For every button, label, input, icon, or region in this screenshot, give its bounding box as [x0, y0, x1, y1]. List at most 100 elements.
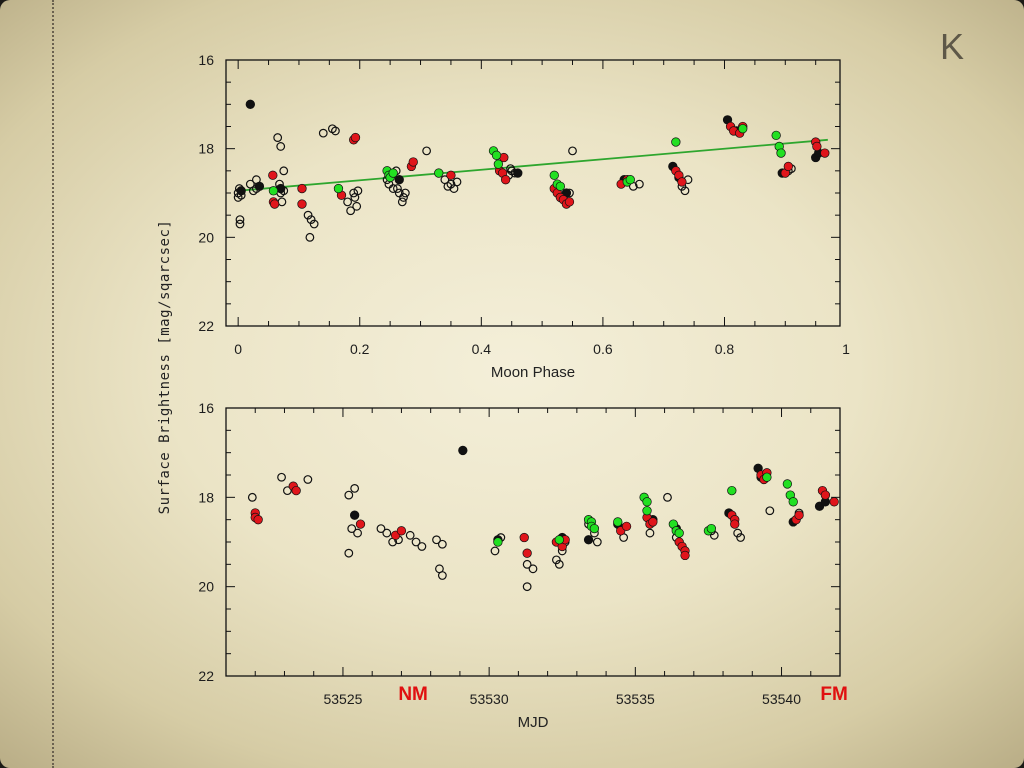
data-point-open-black	[437, 571, 447, 580]
corner-letter: K	[940, 26, 965, 67]
data-point-open-black	[522, 582, 532, 592]
fit-line	[238, 138, 828, 192]
y-tick-label: 16	[198, 400, 214, 416]
data-point-red	[355, 519, 366, 529]
chart-panel-bottom: 16 18 20 22 53525 53530 53535 53540 MJD NM FM	[198, 400, 847, 731]
data-point-open-black	[353, 528, 362, 538]
data-point-green	[671, 137, 681, 147]
x-tick-label: 53530	[470, 691, 509, 707]
data-point-open-black	[399, 193, 408, 202]
data-point-open-black	[452, 177, 462, 187]
data-point-open-black	[437, 539, 447, 549]
data-point-open-black	[663, 492, 672, 502]
data-point-open-black	[303, 210, 313, 220]
data-point-open-black	[283, 486, 292, 496]
data-point-open-black	[318, 128, 328, 138]
annotation-nm: NM	[398, 684, 428, 705]
data-point-open-black	[247, 492, 257, 502]
data-point-green	[674, 528, 684, 538]
y-tick-label: 18	[198, 489, 214, 505]
data-point-open-black	[305, 232, 315, 242]
data-point-open-black	[382, 528, 392, 538]
data-point-red	[794, 510, 804, 520]
x-tick-label: 53535	[616, 691, 655, 707]
data-point-black	[458, 445, 468, 456]
data-point-open-black	[353, 186, 363, 196]
data-point-green	[642, 506, 652, 516]
data-point-red	[564, 197, 575, 207]
data-point-green	[388, 168, 398, 178]
x-tick-label: 0.6	[593, 341, 613, 357]
data-point-open-black	[352, 201, 362, 211]
data-point-open-black	[554, 559, 564, 569]
data-point-green	[625, 175, 635, 185]
x-axis-label: MJD	[518, 714, 549, 731]
x-tick-label: 0	[234, 341, 242, 357]
data-point-open-black	[331, 126, 340, 136]
data-point-red	[396, 526, 407, 536]
shared-y-axis-label: Surface Brightness [mag/sqarcsec]	[157, 220, 173, 515]
margin-dotted-line	[52, 0, 54, 768]
data-point-open-black	[592, 537, 602, 547]
data-point-open-black	[446, 179, 456, 189]
data-point-green	[771, 130, 781, 141]
x-tick-label: 53540	[762, 691, 801, 707]
data-point-green	[493, 537, 503, 547]
data-point-black	[349, 510, 360, 520]
data-point-open-black	[350, 484, 360, 493]
data-point-open-black	[490, 546, 500, 556]
data-point-open-black	[568, 146, 577, 156]
data-point-green	[613, 517, 623, 527]
x-tick-label: 0.2	[350, 341, 370, 357]
data-point-open-black	[405, 530, 415, 540]
y-tick-label: 18	[198, 141, 214, 157]
data-point-open-black	[432, 535, 441, 545]
data-point-green	[589, 523, 600, 534]
data-point-red	[730, 519, 740, 529]
plot-frame	[225, 407, 841, 677]
data-point-green	[491, 150, 502, 160]
data-point-red	[783, 161, 793, 172]
data-point-open-black	[276, 142, 286, 151]
data-point-black	[254, 181, 265, 192]
data-point-open-black	[645, 528, 655, 538]
data-point-open-black	[277, 197, 287, 207]
plot-frame	[225, 59, 841, 327]
data-point-green	[776, 148, 786, 158]
data-point-open-black	[347, 524, 357, 533]
data-point-open-black	[765, 506, 775, 516]
chart-panel-top: 16 18 20 22 0 0.2 0.4 0.6 0.8 1 Moon Phase	[198, 52, 850, 381]
y-tick-label: 20	[198, 229, 214, 245]
data-point-open-black	[279, 166, 289, 176]
data-point-green	[788, 497, 798, 507]
data-point-red	[677, 177, 687, 187]
data-point-open-black	[397, 197, 407, 207]
x-tick-label: 0.4	[472, 341, 492, 357]
data-point-red	[820, 148, 830, 158]
data-point-red	[446, 170, 456, 180]
data-point-open-black	[344, 490, 354, 500]
data-point-red	[253, 515, 263, 525]
y-tick-label: 20	[198, 579, 214, 595]
data-point-red	[519, 532, 529, 543]
x-tick-label: 0.8	[715, 341, 735, 357]
data-point-open-black	[522, 559, 532, 569]
x-tick-label: 53525	[323, 691, 362, 707]
data-point-open-black	[303, 475, 313, 484]
data-point-green	[549, 170, 559, 180]
data-point-green	[727, 485, 737, 496]
data-point-open-black	[733, 528, 743, 538]
data-point-black	[583, 535, 594, 545]
data-point-open-black	[376, 524, 386, 533]
data-point-green	[333, 183, 344, 194]
data-point-green	[493, 159, 503, 169]
data-point-green	[738, 124, 748, 134]
data-point-red	[268, 170, 278, 180]
data-point-red	[522, 548, 532, 558]
data-point-open-black	[344, 548, 354, 558]
y-tick-label: 16	[198, 52, 214, 68]
data-point-red	[297, 199, 307, 209]
data-point-red	[829, 497, 839, 507]
data-point-open-black	[680, 186, 690, 196]
data-point-black	[236, 186, 246, 196]
